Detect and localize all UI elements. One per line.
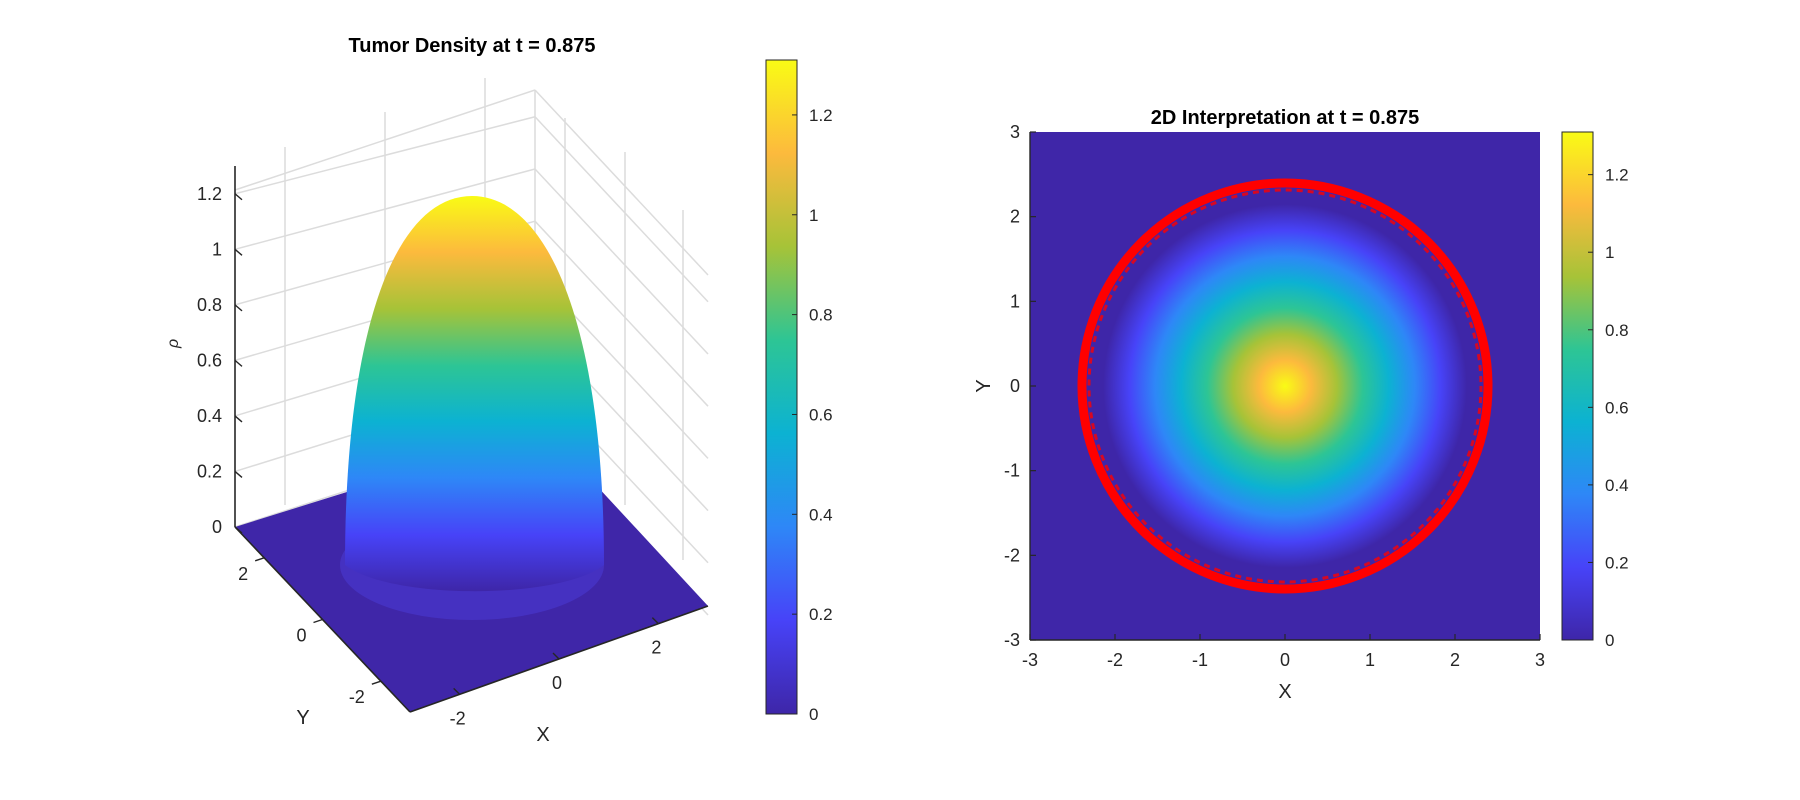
- y-tick-label: -3: [1004, 630, 1020, 650]
- surface-colorbar-ticks: 0 0.2 0.4 0.6 0.8 1 1.2: [792, 106, 833, 724]
- z-gridline: [534, 168, 709, 355]
- colorbar-tick-label: 0: [1605, 631, 1614, 650]
- heatmap-x-ticks: -3 -2 -1 0 1 2 3: [1022, 634, 1545, 670]
- x-tick-label: 2: [1450, 650, 1460, 670]
- heatmap-colorbar-ticks: 0 0.2 0.4 0.6 0.8 1 1.2: [1588, 166, 1629, 650]
- surface-x-label: X: [536, 724, 549, 746]
- x-tick-label: 0: [1280, 650, 1290, 670]
- surface-z-label: ρ: [165, 339, 182, 349]
- z-tick-label: 0.6: [197, 350, 222, 370]
- z-gridline: [534, 116, 709, 303]
- y-tick: [371, 680, 382, 685]
- z-tick: [234, 415, 243, 423]
- y-tick: [254, 557, 265, 562]
- x-tick-label: -2: [1107, 650, 1123, 670]
- y-tick-label: 0: [1010, 376, 1020, 396]
- surface-y-ticks: -2 0 2: [238, 557, 382, 707]
- z-gridline: [234, 116, 536, 195]
- surface-z-ticks: 0 0.2 0.4 0.6 0.8 1 1.2: [197, 184, 243, 537]
- z-tick: [234, 359, 243, 367]
- heatmap-colorbar-bar: [1561, 131, 1594, 641]
- surface-dome: [340, 196, 604, 620]
- z-tick-label: 0.2: [197, 461, 222, 481]
- heatmap-boundary-contour: [1077, 178, 1493, 594]
- x-tick-label: 2: [651, 638, 661, 658]
- colorbar-tick-label: 1: [809, 206, 818, 225]
- z-gridline: [234, 168, 536, 251]
- x-tick-label: 0: [552, 673, 562, 693]
- colorbar-tick-label: 0.6: [1605, 398, 1629, 417]
- heatmap-plot: 2D Interpretation at t = 0.875 -3 -2 -1 0 1 2…: [973, 107, 1629, 703]
- colorbar-tick-label: 1: [1605, 243, 1614, 262]
- z-tick: [234, 304, 243, 312]
- colorbar-tick-label: 0.2: [809, 605, 833, 624]
- x-tick: [552, 652, 560, 660]
- y-tick-label: 0: [296, 626, 306, 646]
- y-tick-label: 1: [1010, 291, 1020, 311]
- z-tick: [234, 526, 243, 534]
- surface-colorbar-bar: [765, 59, 798, 715]
- z-tick-label: 1: [212, 239, 222, 259]
- y-tick-label: 2: [1010, 207, 1020, 227]
- heatmap-y-ticks: -3 -2 -1 0 1 2 3: [1004, 122, 1036, 650]
- y-tick-label: -2: [349, 687, 365, 707]
- colorbar-tick-label: 0.2: [1605, 553, 1629, 572]
- surface-plot: Tumor Density at t = 0.875: [165, 35, 833, 746]
- colorbar-tick-label: 1.2: [1605, 166, 1629, 185]
- x-tick-label: -2: [450, 708, 466, 728]
- colorbar-tick-label: 0.6: [809, 405, 833, 424]
- y-tick-label: -2: [1004, 545, 1020, 565]
- colorbar-tick-label: 1.2: [809, 106, 833, 125]
- colorbar-tick-label: 0.4: [809, 505, 833, 524]
- y-tick: [313, 618, 323, 624]
- y-tick-label: 2: [238, 564, 248, 584]
- y-tick-label: 3: [1010, 122, 1020, 142]
- x-tick-label: 1: [1365, 650, 1375, 670]
- surface-title: Tumor Density at t = 0.875: [349, 35, 596, 57]
- x-tick: [453, 687, 461, 695]
- z-tick-label: 0: [212, 517, 222, 537]
- y-tick-label: -1: [1004, 461, 1020, 481]
- heatmap-image: [1030, 132, 1540, 640]
- colorbar-tick-label: 0.8: [809, 306, 833, 325]
- z-tick: [234, 248, 243, 256]
- colorbar-tick-label: 0.4: [1605, 476, 1629, 495]
- heatmap-colorbar: 0 0.2 0.4 0.6 0.8 1 1.2: [1561, 131, 1629, 650]
- z-tick-label: 0.8: [197, 295, 222, 315]
- x-tick-label: 3: [1535, 650, 1545, 670]
- surface-x-ticks: -2 0 2: [450, 617, 661, 728]
- z-tick: [234, 470, 243, 478]
- z-tick: [234, 193, 243, 201]
- surface-y-label: Y: [296, 707, 309, 729]
- heatmap-field: [1083, 184, 1487, 588]
- colorbar-tick-label: 0: [809, 705, 818, 724]
- surface-colorbar: 0 0.2 0.4 0.6 0.8 1 1.2: [765, 59, 833, 724]
- z-tick-label: 0.4: [197, 406, 222, 426]
- z-tick-label: 1.2: [197, 184, 222, 204]
- heatmap-title: 2D Interpretation at t = 0.875: [1151, 107, 1419, 129]
- z-gridline: [534, 220, 709, 407]
- heatmap-x-label: X: [1278, 681, 1291, 703]
- x-tick: [651, 617, 659, 625]
- x-tick-label: -3: [1022, 650, 1038, 670]
- heatmap-y-label: Y: [973, 379, 995, 392]
- colorbar-tick-label: 0.8: [1605, 321, 1629, 340]
- x-tick-label: -1: [1192, 650, 1208, 670]
